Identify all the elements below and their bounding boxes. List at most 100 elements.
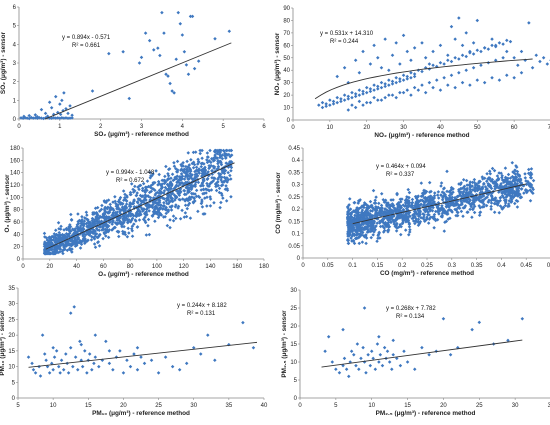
data-point <box>480 187 484 192</box>
data-point <box>479 63 483 67</box>
data-point <box>113 194 117 199</box>
x-tick-label: 15 <box>85 403 92 409</box>
data-point <box>464 54 468 59</box>
data-point <box>443 193 447 197</box>
data-point <box>468 207 472 212</box>
data-point <box>390 82 395 86</box>
y-axis-label: O₃ (μg/m³) - sensor <box>4 174 11 233</box>
r-squared-label: R² = 0.131 <box>187 311 216 317</box>
data-point <box>420 198 425 203</box>
data-point <box>418 210 422 214</box>
data-point <box>158 211 163 216</box>
data-point <box>477 196 482 201</box>
data-point <box>515 181 520 186</box>
data-point <box>492 168 497 173</box>
data-point <box>213 150 217 154</box>
data-point <box>427 80 432 85</box>
y-tick-label: 35 <box>8 286 15 292</box>
data-point <box>490 177 495 182</box>
data-point <box>464 178 469 183</box>
y-tick-label: 80 <box>13 208 20 214</box>
data-point <box>387 93 391 97</box>
y-tick-label: 60 <box>283 43 290 49</box>
data-point <box>379 203 384 208</box>
data-point <box>387 78 391 82</box>
data-point <box>519 49 524 54</box>
y-tick-label: 90 <box>283 6 290 12</box>
r-squared-label: R² = 0.134 <box>396 314 425 320</box>
data-point <box>394 217 398 222</box>
data-point <box>541 56 546 60</box>
data-point <box>173 204 178 209</box>
data-point <box>107 51 111 56</box>
data-point <box>103 209 108 213</box>
data-point <box>335 74 339 79</box>
data-point <box>476 185 481 190</box>
data-point <box>442 229 447 233</box>
data-point <box>324 104 328 109</box>
data-point <box>441 317 446 321</box>
data-point <box>48 242 53 246</box>
data-point <box>439 193 443 197</box>
data-point <box>375 213 380 217</box>
data-point <box>516 194 520 198</box>
y-tick-label: 20 <box>13 245 20 251</box>
data-point <box>124 202 129 206</box>
data-point <box>504 189 508 193</box>
data-point <box>324 102 328 106</box>
data-point <box>76 220 81 224</box>
data-point <box>188 216 193 220</box>
data-point <box>372 95 376 100</box>
data-point <box>153 209 157 214</box>
data-point <box>423 56 428 60</box>
data-point <box>420 194 425 198</box>
data-point <box>510 160 515 165</box>
data-point <box>433 217 437 221</box>
data-point <box>205 187 209 192</box>
data-point <box>210 168 214 173</box>
data-point <box>107 210 112 214</box>
data-point <box>144 198 148 202</box>
x-tick-label: 40 <box>437 125 444 131</box>
data-point <box>400 216 405 220</box>
data-point <box>196 59 201 63</box>
data-point <box>54 349 59 353</box>
data-point <box>213 36 217 41</box>
data-point <box>391 338 395 343</box>
data-point <box>468 199 472 203</box>
data-point <box>485 179 489 183</box>
data-point <box>398 77 402 81</box>
data-point <box>148 195 153 200</box>
data-point <box>420 345 424 350</box>
data-point <box>511 177 516 181</box>
data-point <box>413 221 417 226</box>
data-point <box>158 53 162 58</box>
data-point <box>180 174 185 178</box>
data-point <box>372 201 377 205</box>
data-point <box>475 48 480 53</box>
data-point <box>64 352 68 356</box>
data-point <box>123 232 128 237</box>
data-point <box>42 352 47 356</box>
data-point <box>97 225 102 229</box>
data-point <box>200 156 204 160</box>
data-point <box>182 177 187 181</box>
panel-3: 0 20 40 60 80 100 120 140 160 180 0 20 40 60 80 100 120 1… <box>4 146 270 278</box>
y-tick-label: 5 <box>12 380 16 386</box>
data-point <box>520 317 525 321</box>
x-tick-label: 5 <box>16 403 20 409</box>
data-point <box>486 200 491 204</box>
data-point <box>461 177 466 182</box>
data-point <box>342 65 347 70</box>
data-point <box>172 161 176 165</box>
data-point <box>208 182 212 186</box>
data-point <box>198 352 203 356</box>
data-point <box>27 113 31 118</box>
data-point <box>84 217 89 221</box>
data-point <box>410 216 414 221</box>
data-point <box>471 188 475 192</box>
data-point <box>142 361 147 366</box>
data-point <box>105 225 110 230</box>
data-point <box>171 214 176 218</box>
data-point <box>485 171 489 176</box>
